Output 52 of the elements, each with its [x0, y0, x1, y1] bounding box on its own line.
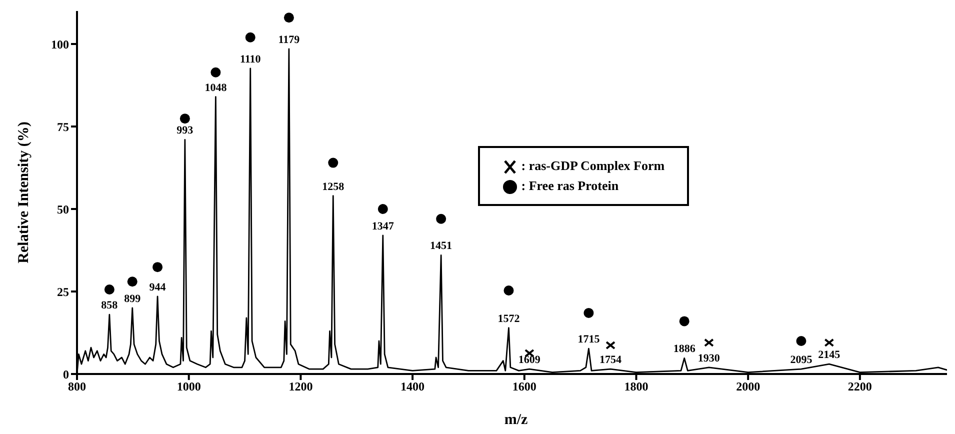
point [180, 114, 190, 124]
annotation: 1754 [600, 354, 622, 366]
point [127, 276, 138, 287]
point [584, 308, 594, 318]
annotation: 1930 [698, 352, 720, 364]
point [104, 284, 114, 295]
y-tick-label: 75 [57, 120, 69, 134]
annotation: 1715 [578, 334, 600, 346]
annotation: 1572 [498, 312, 520, 325]
x-tick-label: 1200 [288, 380, 313, 394]
point [210, 67, 221, 78]
annotation: 1179 [278, 34, 300, 46]
x-tick-label: 1000 [176, 380, 201, 394]
annotation: 1886 [673, 343, 696, 356]
x-tick-label: 2000 [736, 380, 760, 394]
x-tick-label: 2200 [848, 380, 872, 394]
annotation: 1110 [240, 53, 262, 66]
annotation: 858 [101, 300, 118, 312]
x-axis-title: m/z [504, 412, 528, 428]
x-tick-label: 1600 [512, 380, 536, 394]
point [152, 262, 163, 272]
legend-label: : ras-GDP Complex Form [520, 157, 665, 175]
point [436, 214, 446, 224]
y-axis-title: Relative Intensity (%) [16, 122, 32, 264]
point [284, 12, 294, 23]
legend-label: : Free ras Protein [520, 177, 620, 195]
point [679, 316, 690, 326]
annotation: 2095 [790, 354, 813, 366]
annotation: 944 [149, 281, 166, 294]
y-tick-label: 0 [63, 367, 69, 382]
point [328, 158, 338, 168]
point [796, 336, 806, 346]
annotation: 899 [124, 293, 142, 305]
point [704, 338, 714, 347]
y-tick-label: 100 [51, 37, 69, 52]
point [504, 286, 514, 296]
point [245, 32, 256, 42]
annotation: 2145 [818, 349, 841, 362]
annotation: 1609 [518, 354, 541, 366]
annotation: 1258 [322, 180, 345, 193]
point [606, 341, 616, 350]
annotation: 1347 [372, 220, 394, 232]
point [824, 338, 834, 347]
x-tick-label: 1800 [624, 380, 648, 394]
x-tick-label: 1400 [400, 380, 425, 394]
annotation: 993 [176, 124, 194, 137]
annotation: 1048 [204, 82, 228, 94]
point [378, 204, 388, 214]
y-tick-label: 50 [57, 202, 69, 216]
y-tick-label: 25 [57, 284, 69, 299]
annotation: 1451 [430, 240, 452, 252]
x-tick-label: 800 [68, 380, 86, 394]
